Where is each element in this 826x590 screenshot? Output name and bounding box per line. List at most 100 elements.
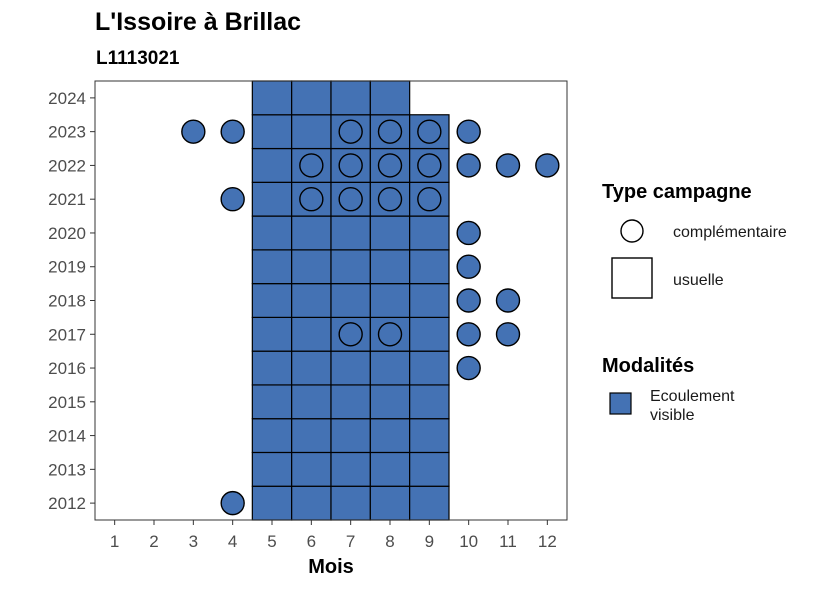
chart-subtitle: L1113021: [96, 48, 180, 69]
usuelle-square-2016-5: [251, 350, 293, 386]
usuelle-square-2021-5: [251, 181, 293, 217]
usuelle-square-2020-7: [330, 215, 371, 251]
complementaire-point-2023-4: [220, 119, 245, 144]
usuelle-square-2015-6: [291, 384, 332, 420]
usuelle-square-2014-6: [291, 418, 332, 454]
y-tick-label: 2021: [48, 190, 86, 209]
y-tick-label: 2013: [48, 460, 86, 479]
legend-label-modalite-line1: Ecoulement: [650, 388, 735, 405]
x-tick-label: 3: [189, 532, 198, 551]
y-tick-label: 2023: [48, 123, 86, 142]
legend-shape-title: Type campagne: [602, 181, 752, 203]
usuelle-square-2013-8: [369, 451, 411, 487]
usuelle-square-2019-9: [409, 249, 450, 285]
x-tick-label: 12: [538, 532, 557, 551]
y-tick-label: 2022: [48, 156, 86, 175]
y-tick-label: 2024: [48, 89, 86, 108]
usuelle-square-2018-5: [251, 283, 293, 318]
usuelle-marks: [251, 80, 450, 521]
usuelle-square-2016-6: [291, 350, 332, 386]
complementaire-point-2022-12: [535, 153, 560, 178]
usuelle-square-2012-6: [291, 485, 332, 521]
usuelle-square-2015-7: [330, 384, 371, 420]
complementaire-point-2021-8: [377, 186, 403, 212]
complementaire-point-2023-7: [338, 119, 363, 144]
y-axis: 2012 2013 2014 2015 2016 2017 2018 2019 2020 2021…: [48, 89, 95, 513]
usuelle-square-2015-9: [409, 384, 450, 420]
chart-title: L'Issoire à Brillac: [95, 8, 301, 36]
usuelle-square-2014-8: [369, 418, 411, 454]
usuelle-square-2012-7: [330, 485, 371, 521]
usuelle-square-2020-6: [291, 215, 332, 251]
usuelle-square-2024-8: [369, 80, 411, 116]
usuelle-square-2013-9: [409, 451, 450, 487]
complementaire-point-2022-7: [338, 153, 363, 178]
usuelle-square-2020-5: [251, 215, 293, 251]
usuelle-square-2019-7: [330, 249, 371, 285]
usuelle-square-2016-7: [330, 350, 371, 386]
legend-label-modalite-line2: visible: [650, 407, 695, 424]
y-tick-label: 2020: [48, 224, 86, 243]
legend-fill-title: Modalités: [602, 355, 694, 377]
x-tick-label: 1: [110, 532, 119, 551]
complementaire-point-2017-11: [495, 322, 521, 347]
complementaire-point-2019-10: [456, 254, 481, 279]
complementaire-point-2021-9: [417, 186, 442, 212]
complementaire-point-2022-6: [299, 153, 324, 178]
complementaire-point-2023-10: [456, 119, 481, 144]
usuelle-square-2015-5: [251, 384, 293, 420]
usuelle-square-2013-5: [251, 451, 293, 487]
usuelle-square-2017-5: [251, 316, 293, 352]
usuelle-square-2014-7: [330, 418, 371, 454]
usuelle-square-2017-9: [409, 316, 450, 352]
x-tick-label: 10: [459, 532, 478, 551]
usuelle-square-2024-5: [251, 80, 293, 116]
usuelle-square-2012-8: [369, 485, 411, 521]
complementaire-point-2023-9: [417, 119, 442, 144]
complementaire-point-2021-7: [338, 186, 363, 212]
x-tick-label: 9: [425, 532, 434, 551]
usuelle-square-2019-8: [369, 249, 411, 285]
usuelle-square-2018-6: [291, 283, 332, 318]
usuelle-square-2014-5: [251, 418, 293, 454]
legend-square-symbol: [611, 257, 653, 299]
usuelle-square-2020-8: [369, 215, 411, 251]
complementaire-point-2022-9: [417, 153, 442, 178]
usuelle-square-2013-6: [291, 451, 332, 487]
complementaire-point-2012-4: [220, 490, 245, 516]
x-tick-label: 4: [228, 532, 237, 551]
complementaire-point-2022-8: [377, 153, 403, 178]
usuelle-square-2012-9: [409, 485, 450, 521]
usuelle-square-2023-5: [251, 114, 293, 150]
y-tick-label: 2018: [48, 292, 86, 311]
x-tick-label: 11: [499, 532, 517, 551]
complementaire-point-2022-11: [495, 153, 521, 178]
plot-area: [94, 80, 568, 521]
complementaire-point-2023-8: [377, 119, 403, 144]
usuelle-square-2024-7: [330, 80, 371, 116]
usuelle-square-2024-6: [291, 80, 332, 116]
usuelle-square-2020-9: [409, 215, 450, 251]
complementaire-point-2017-7: [338, 322, 363, 347]
legend-circle-symbol: [620, 219, 644, 243]
x-tick-label: 6: [307, 532, 316, 551]
complementaire-point-2017-8: [377, 322, 403, 347]
complementaire-point-2018-11: [495, 288, 521, 313]
usuelle-square-2018-9: [409, 283, 450, 318]
usuelle-square-2018-8: [369, 283, 411, 318]
y-tick-label: 2014: [48, 427, 86, 446]
x-axis: 1 2 3 4 5 6 7 8 9 10 11 12: [110, 520, 557, 551]
complementaire-point-2022-10: [456, 153, 481, 178]
usuelle-square-2015-8: [369, 384, 411, 420]
usuelle-square-2012-5: [251, 485, 293, 521]
y-tick-label: 2016: [48, 359, 86, 378]
complementaire-point-2016-10: [456, 355, 481, 381]
usuelle-square-2019-5: [251, 249, 293, 285]
complementaire-point-2017-10: [456, 322, 481, 347]
usuelle-square-2014-9: [409, 418, 450, 454]
usuelle-square-2022-5: [251, 147, 293, 183]
y-tick-label: 2015: [48, 393, 86, 412]
complementaire-point-2018-10: [456, 288, 481, 313]
legend-label-modalite: Ecoulement visible: [650, 388, 739, 424]
